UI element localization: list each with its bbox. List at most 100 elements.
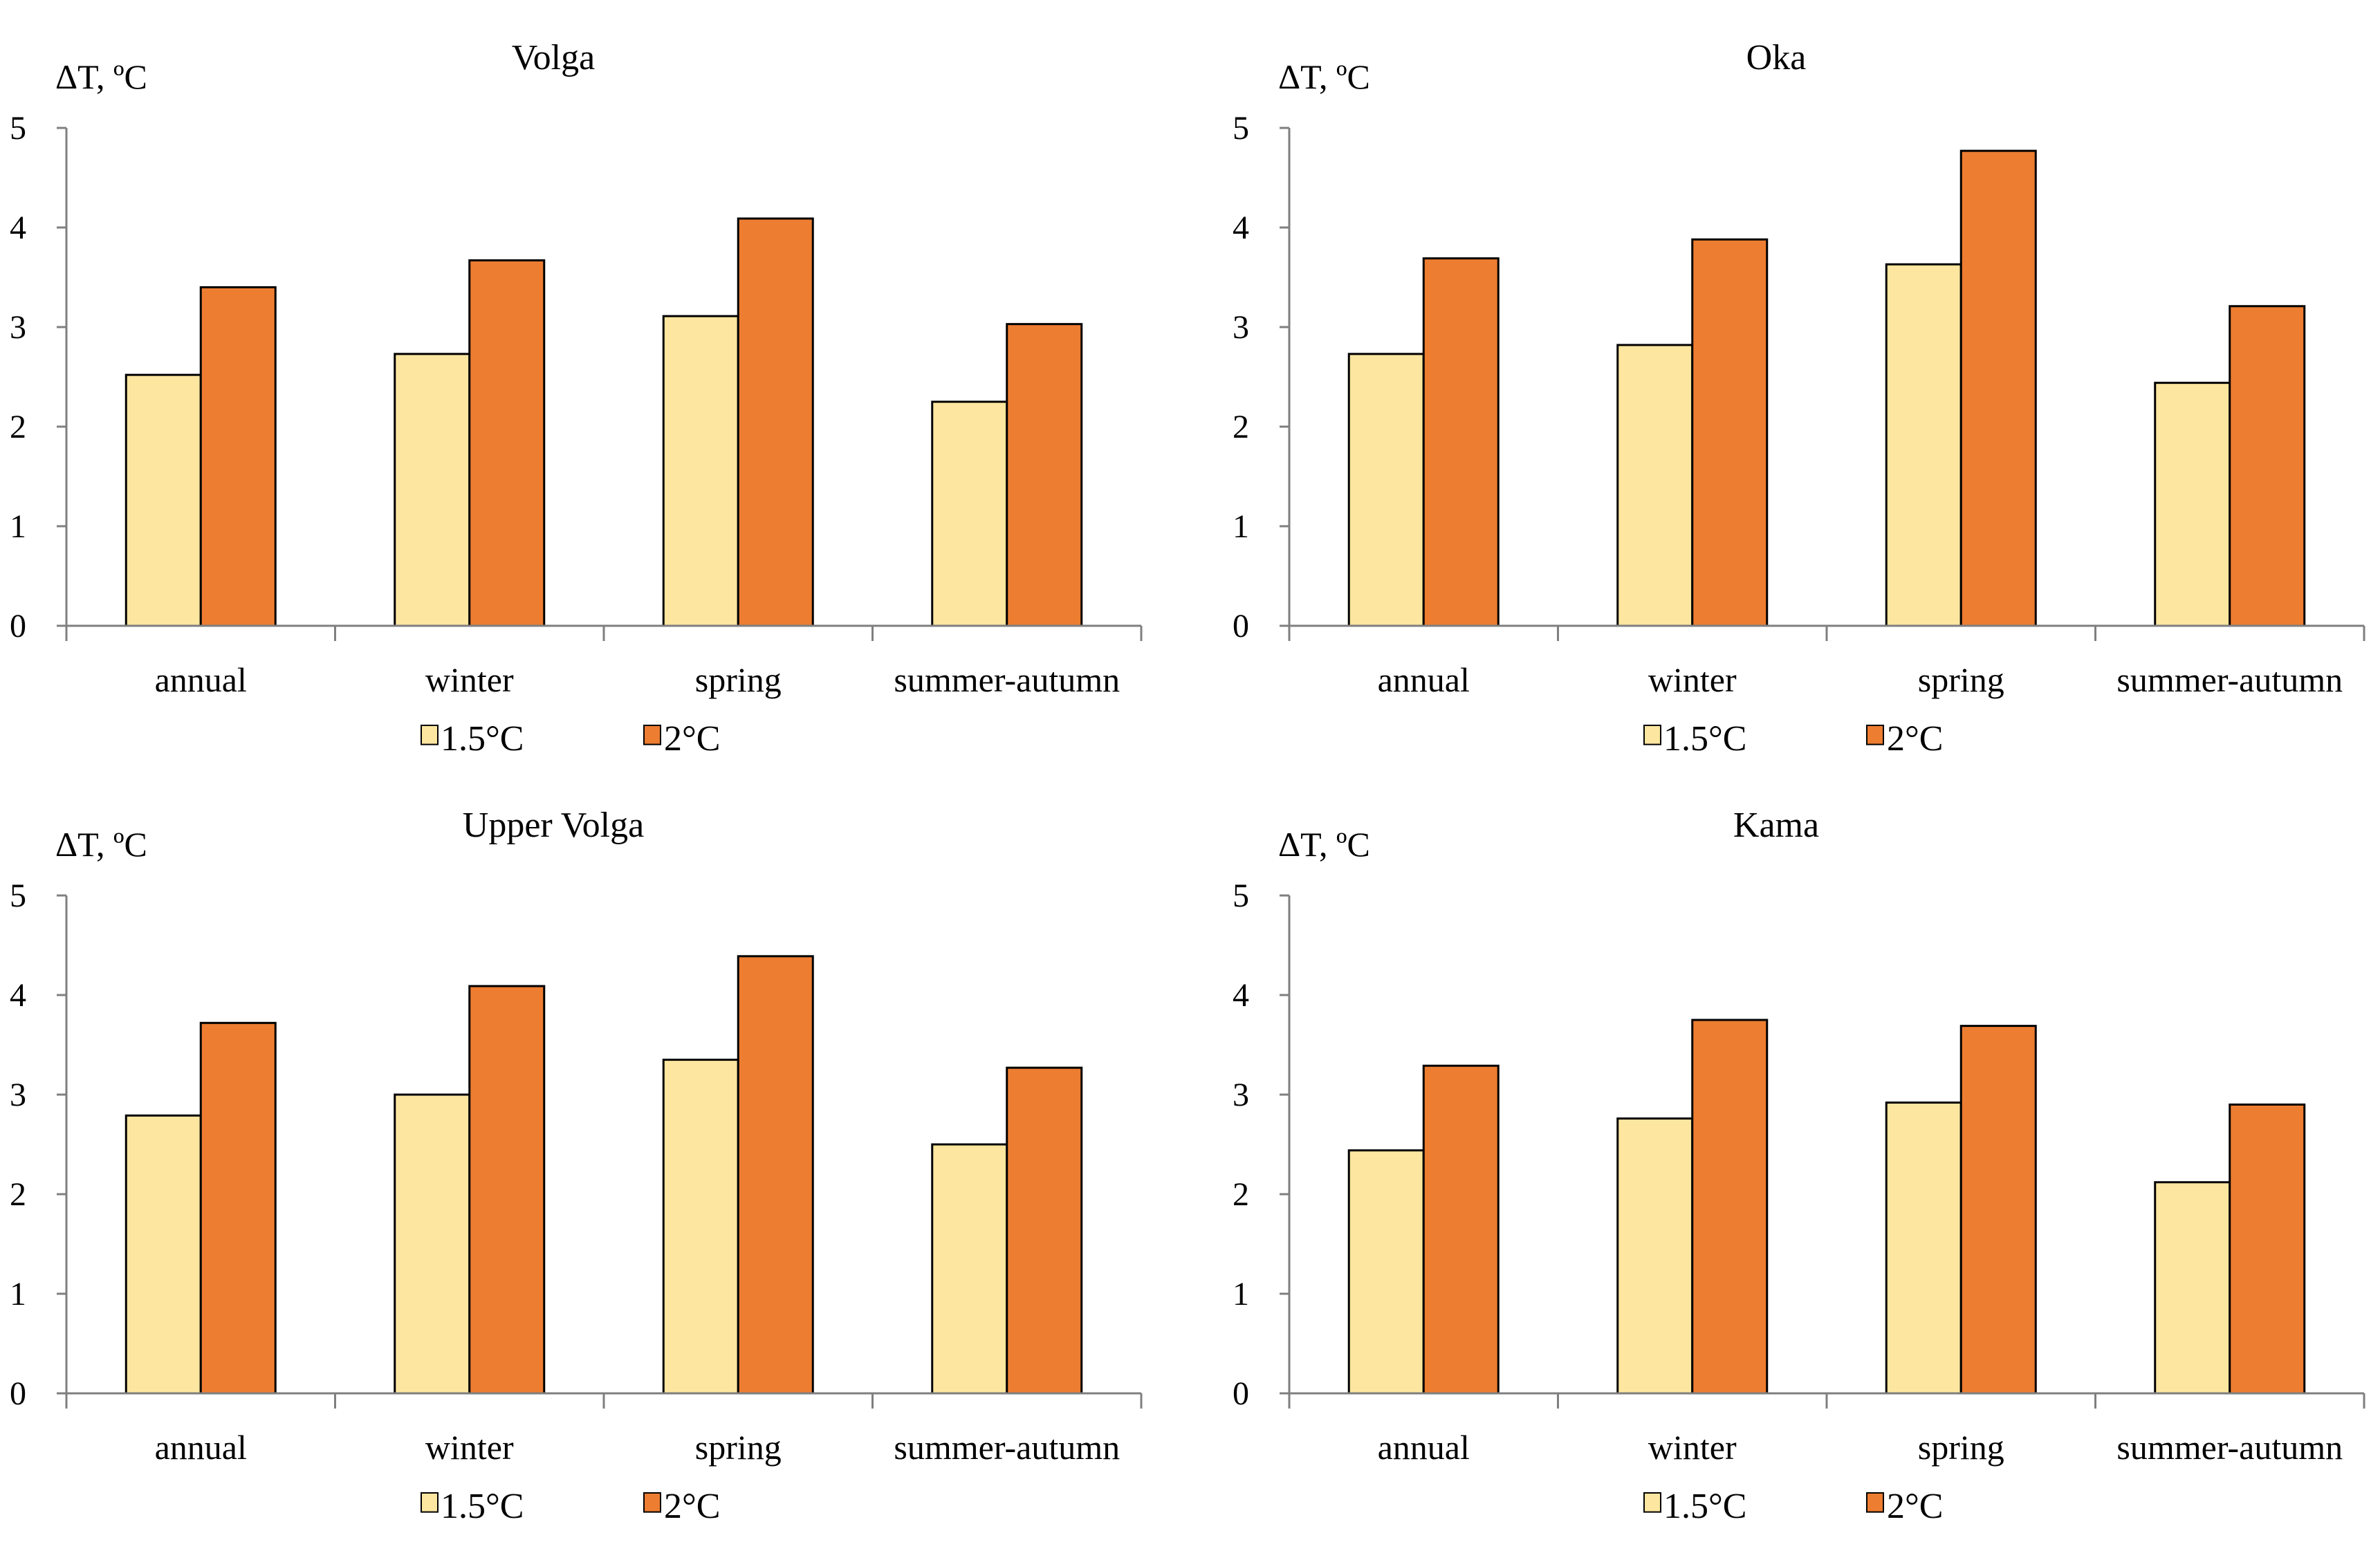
y-tick-label: 0: [1233, 608, 1249, 644]
legend-swatch-2c: [1866, 1492, 1884, 1513]
legend-label-2c: 2°C: [664, 719, 720, 759]
y-tick-label: 5: [10, 877, 26, 914]
legend-swatch-2c: [643, 725, 661, 745]
x-tick-label: summer-autumn: [2116, 1428, 2343, 1467]
bar-series-1-5c-spring: [662, 315, 739, 627]
bar-series-1-5c-spring: [662, 1059, 739, 1395]
chart-title: Upper Volga: [463, 806, 644, 845]
chart-panel-1: Volga ΔT, ºC annual winter spring summer-autu…: [10, 38, 1143, 759]
x-tick-label: summer-autumn: [2116, 660, 2343, 699]
bar-series-1-5c-annual: [124, 1114, 202, 1395]
x-tick-label: winter: [1648, 660, 1737, 699]
bar-series-2c-spring: [737, 217, 814, 627]
chart-panel-3: Upper Volga ΔT, ºC annual winter spring summe…: [10, 806, 1143, 1526]
x-tick-label: summer-autumn: [894, 660, 1120, 699]
x-tick-label: annual: [155, 1428, 247, 1467]
y-tick-label: 3: [10, 1077, 26, 1113]
x-tick-label: spring: [695, 660, 782, 699]
bar-series-2c-annual: [1422, 257, 1500, 627]
y-axis-label: ΔT, ºC: [55, 57, 147, 96]
y-tick-label: 4: [10, 977, 26, 1014]
bar-series-1-5c-annual: [1347, 1149, 1425, 1395]
y-tick-label: 1: [1233, 1276, 1249, 1312]
y-tick-label: 2: [10, 409, 26, 445]
y-tick-label: 2: [10, 1176, 26, 1213]
bar-series-2c-annual: [199, 1021, 277, 1395]
y-tick-label: 0: [1233, 1375, 1249, 1412]
bar-series-1-5c-spring: [1885, 1102, 1962, 1395]
bar-series-1-5c-winter: [1616, 1117, 1694, 1395]
legend-label-2c: 2°C: [664, 1487, 720, 1526]
legend-swatch-2c: [643, 1492, 661, 1513]
chart-panel-4: Kama ΔT, ºC annual winter spring summer-autum…: [1233, 806, 2365, 1526]
y-tick-label: 1: [10, 508, 26, 545]
x-tick-label: winter: [425, 1428, 514, 1467]
y-tick-label: 0: [10, 1375, 26, 1412]
legend-swatch-1-5c: [1643, 1492, 1661, 1513]
bar-series-2c-winter: [1691, 238, 1769, 627]
y-tick-label: 5: [10, 110, 26, 147]
bar-series-1-5c-winter: [394, 353, 471, 627]
chart-panel-2: Oka ΔT, ºC annual winter spring summer-autumn…: [1233, 38, 2365, 759]
y-tick-label: 5: [1233, 877, 1249, 914]
y-axis-label: ΔT, ºC: [55, 825, 147, 864]
legend-label-2c: 2°C: [1887, 1487, 1943, 1526]
chart-title: Oka: [1746, 38, 1807, 77]
bar-series-1-5c-spring: [1885, 263, 1962, 627]
bar-series-1-5c-summer-autumn: [931, 400, 1008, 627]
y-tick-label: 2: [1233, 409, 1249, 445]
bar-series-2c-spring: [1959, 149, 2037, 627]
bar-series-1-5c-annual: [1347, 353, 1425, 627]
y-tick-label: 3: [1233, 309, 1249, 346]
legend-swatch-1-5c: [421, 1492, 439, 1513]
x-tick-label: annual: [1378, 1428, 1470, 1467]
legend-swatch-1-5c: [1643, 725, 1661, 745]
x-tick-label: annual: [155, 660, 247, 699]
x-tick-label: spring: [695, 1428, 782, 1467]
bar-series-2c-summer-autumn: [2229, 305, 2306, 627]
x-tick-label: annual: [1378, 660, 1470, 699]
y-axis-label: ΔT, ºC: [1278, 57, 1370, 96]
bar-series-2c-spring: [1959, 1025, 2037, 1395]
x-tick-label: spring: [1918, 660, 2004, 699]
legend-label-1-5c: 1.5°C: [1663, 719, 1746, 759]
y-axis-label: ΔT, ºC: [1278, 825, 1370, 864]
bar-series-2c-summer-autumn: [2229, 1103, 2306, 1395]
bar-series-1-5c-annual: [124, 373, 202, 627]
y-tick-label: 0: [10, 608, 26, 644]
y-tick-label: 3: [1233, 1077, 1249, 1113]
bar-series-2c-winter: [468, 259, 546, 627]
bar-series-1-5c-summer-autumn: [2154, 1181, 2231, 1395]
x-tick-label: winter: [425, 660, 514, 699]
bar-series-1-5c-winter: [394, 1093, 471, 1395]
legend-label-1-5c: 1.5°C: [441, 719, 524, 759]
bar-series-2c-annual: [199, 286, 277, 627]
x-tick-label: winter: [1648, 1428, 1737, 1467]
x-tick-label: spring: [1918, 1428, 2004, 1467]
legend-swatch-1-5c: [421, 725, 439, 745]
y-tick-label: 1: [10, 1276, 26, 1312]
y-tick-label: 5: [1233, 110, 1249, 147]
bar-series-1-5c-winter: [1616, 344, 1694, 627]
legend-label-1-5c: 1.5°C: [441, 1487, 524, 1526]
chart-title: Volga: [512, 38, 595, 77]
bar-series-2c-summer-autumn: [1006, 1066, 1083, 1395]
bar-series-2c-summer-autumn: [1006, 323, 1083, 627]
bar-series-2c-winter: [468, 985, 546, 1395]
bar-series-1-5c-summer-autumn: [2154, 382, 2231, 627]
y-tick-label: 2: [1233, 1176, 1249, 1213]
legend-label-2c: 2°C: [1887, 719, 1943, 759]
x-tick-label: summer-autumn: [894, 1428, 1120, 1467]
legend-label-1-5c: 1.5°C: [1663, 1487, 1746, 1526]
y-tick-label: 4: [1233, 977, 1249, 1014]
y-tick-label: 4: [1233, 210, 1249, 246]
y-tick-label: 4: [10, 210, 26, 246]
y-tick-label: 3: [10, 309, 26, 346]
bar-series-2c-spring: [737, 955, 814, 1395]
bar-series-2c-annual: [1422, 1064, 1500, 1395]
chart-title: Kama: [1733, 806, 1819, 845]
legend-swatch-2c: [1866, 725, 1884, 745]
bar-series-2c-winter: [1691, 1019, 1769, 1395]
bar-series-1-5c-summer-autumn: [931, 1143, 1008, 1395]
